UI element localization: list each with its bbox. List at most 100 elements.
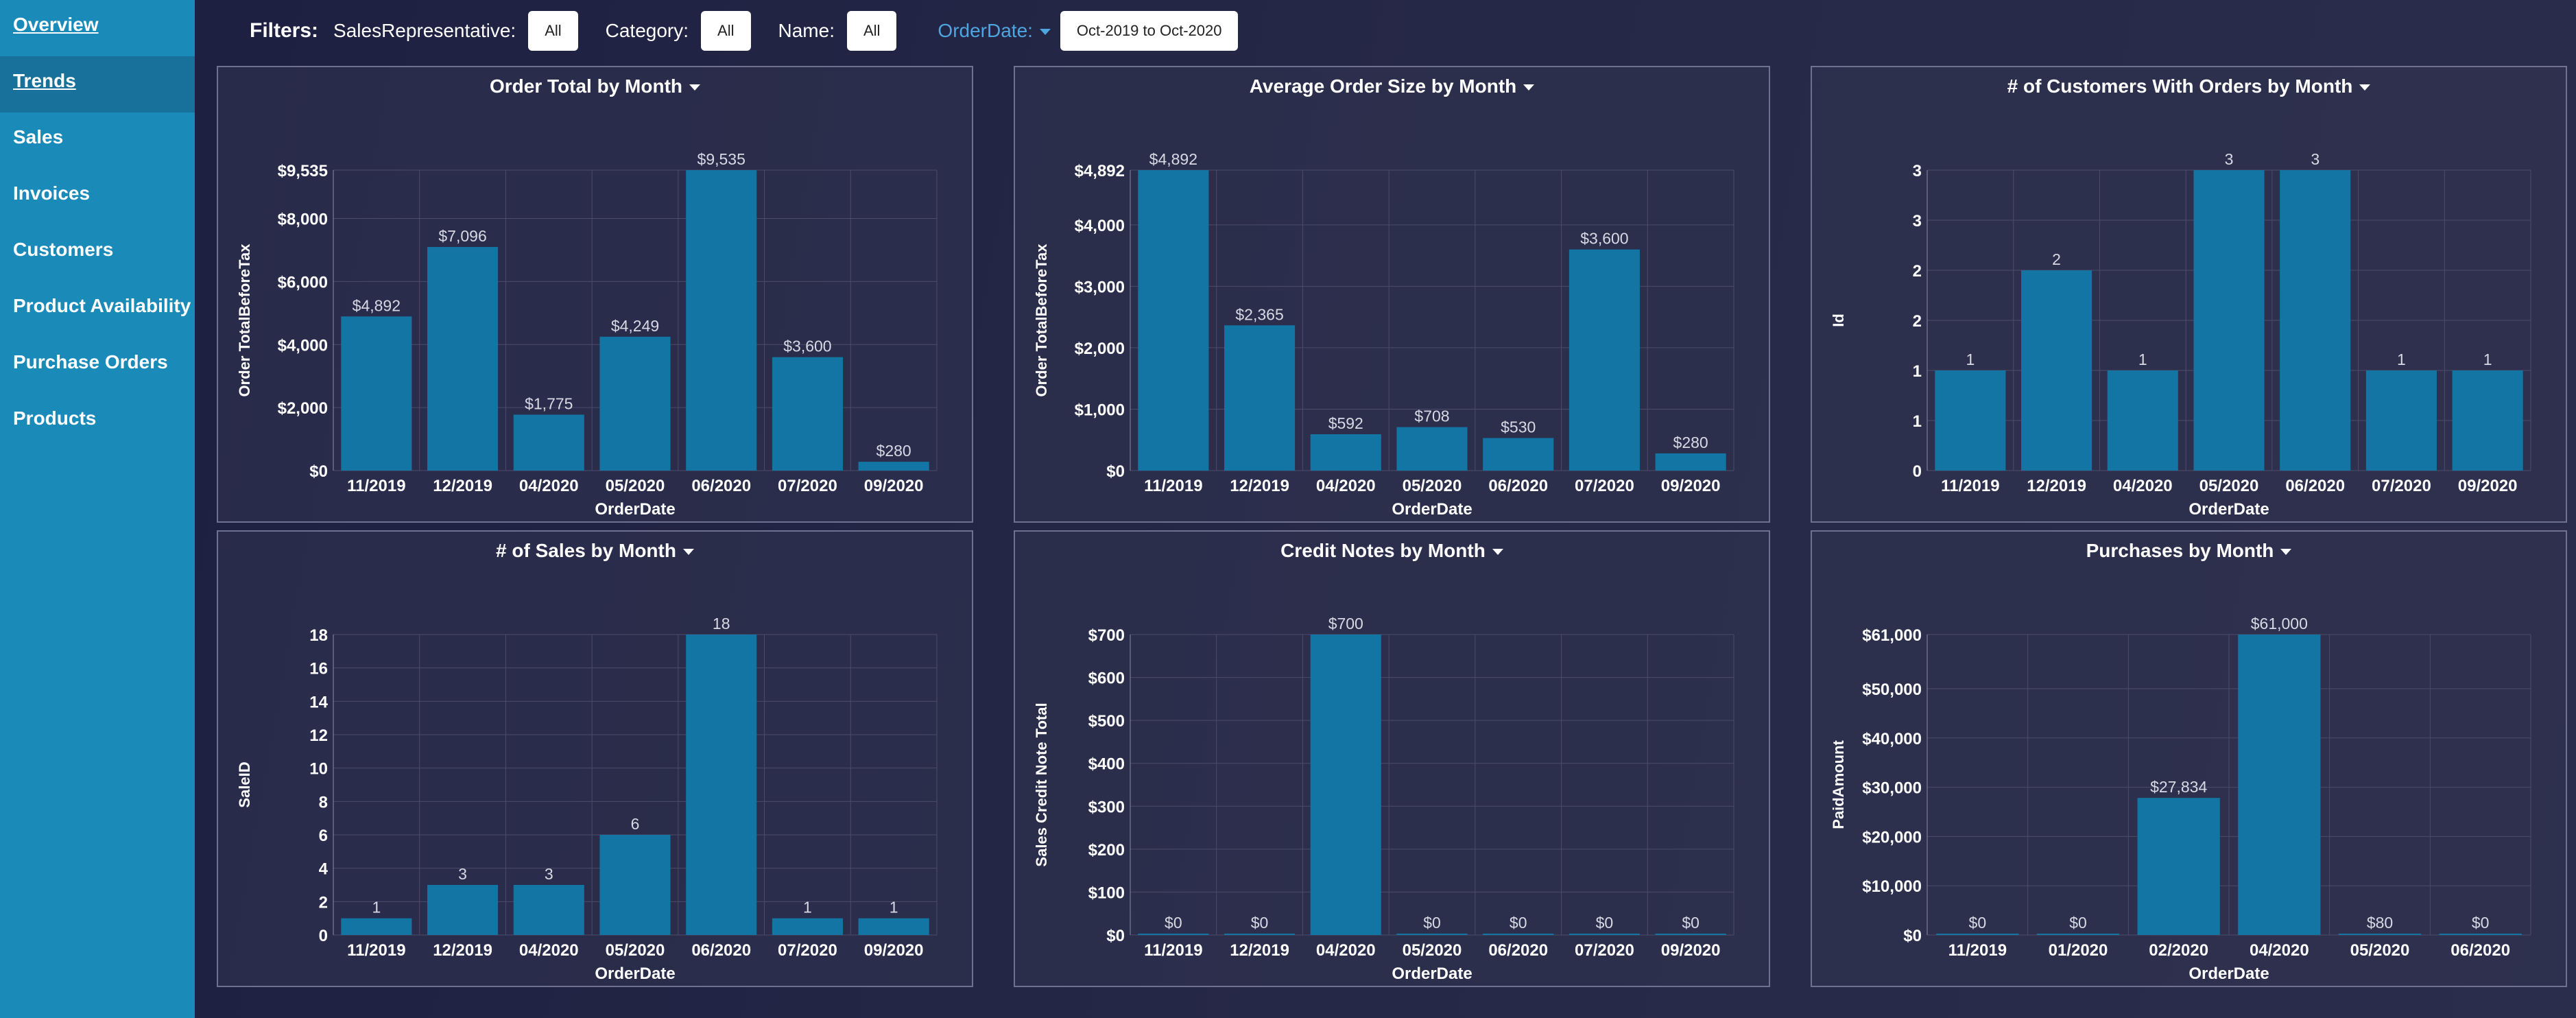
x-tick-label: 11/2019 [347,941,405,960]
y-tick-label: $10,000 [1862,877,1922,896]
name-filter-button[interactable]: All [846,11,897,51]
y-tick-label: 3 [1913,212,1922,230]
data-label: 1 [803,899,812,916]
x-axis-title: OrderDate [595,500,675,519]
x-tick-label: 04/2020 [519,941,579,960]
x-tick-label: 02/2020 [2149,941,2208,960]
bar [599,835,671,935]
data-label: 1 [2397,351,2406,368]
category-filter-button[interactable]: All [701,11,751,51]
x-tick-label: 06/2020 [691,477,751,495]
bar [1396,427,1468,471]
bar [427,247,499,471]
chart-title-dropdown[interactable]: # of Customers With Orders by Month [1812,75,2566,97]
data-label: $2,365 [1235,305,1283,323]
bar [686,635,757,935]
chart-svg: $0 $2,000 $4,000 $6,000 $8,000 $9,535 $4,892 11… [236,150,938,519]
y-tick-label: $700 [1088,626,1125,645]
name-label: Name: [778,20,835,41]
bar [772,918,843,935]
y-axis-title: Sales Credit Note Total [1033,702,1050,866]
sidebar-item-overview[interactable]: Overview [0,0,195,56]
y-tick-label: 18 [309,626,328,645]
bar [513,414,584,471]
chart-title-dropdown[interactable]: # of Sales by Month [218,540,972,562]
y-tick-label: 10 [309,760,328,779]
data-label: $700 [1328,615,1363,632]
bar [1569,249,1640,471]
data-label: $3,600 [1580,230,1628,248]
bar [2439,934,2522,935]
sidebar-item-label: Customers [13,239,114,260]
x-tick-label: 05/2020 [2199,477,2259,495]
data-label: $27,834 [2150,778,2207,796]
bar [2280,170,2351,471]
x-tick-label: 09/2020 [2458,477,2518,495]
data-label: $1,775 [525,394,573,412]
chart-title-dropdown[interactable]: Credit Notes by Month [1015,540,1769,562]
data-label: $280 [876,442,911,460]
x-tick-label: 11/2019 [1948,941,2007,960]
x-tick-label: 07/2020 [1575,477,1634,495]
data-label: $4,892 [1149,150,1197,168]
data-label: $0 [1165,914,1182,932]
filters-title: Filters: [250,19,319,42]
y-tick-label: $40,000 [1862,730,1922,748]
chart-title: # of Sales by Month [496,540,676,561]
orderdate-filter-toggle[interactable]: OrderDate: [938,20,1051,42]
x-tick-label: 12/2019 [2027,477,2086,495]
bar [1224,325,1296,471]
y-tick-label: $9,535 [278,162,328,180]
orderdate-label: OrderDate: [938,20,1033,41]
sidebar-item-purchase-orders[interactable]: Purchase Orders [0,338,195,394]
bar [1138,170,1209,471]
sidebar-item-products[interactable]: Products [0,394,195,450]
chart-title-dropdown[interactable]: Average Order Size by Month [1015,75,1769,97]
category-label: Category: [605,20,689,41]
data-label: $0 [1969,914,1987,932]
y-tick-label: $1,000 [1075,401,1125,419]
y-tick-label: $300 [1088,798,1125,816]
sidebar-item-invoices[interactable]: Invoices [0,169,195,225]
y-axis-title: Order TotalBeforeTax [236,244,253,397]
chart-title-dropdown[interactable]: Order Total by Month [218,75,972,97]
x-tick-label: 07/2020 [778,941,837,960]
chart-panel-credit-notes: $0 $100 $200 $300 $400 $500 $600 $700 $0 11/2019 $… [1014,530,1770,987]
chart-svg: $0 $1,000 $2,000 $3,000 $4,000 $4,892 $4,892 11… [1033,150,1734,519]
sidebar-nav: Overview Trends Sales Invoices Customers… [0,0,195,1018]
y-tick-label: $2,000 [278,399,328,418]
chart-panel-number-of-sales: 0 2 4 6 8 10 12 14 16 18 1 11/2019 3 12/2019 3 04/2020 6… [217,530,973,987]
bar [1396,934,1468,935]
sidebar-item-trends[interactable]: Trends [0,56,195,113]
sidebar-item-sales[interactable]: Sales [0,113,195,169]
data-label: $0 [1682,914,1700,932]
x-axis-title: OrderDate [1392,964,1472,983]
chevron-down-icon [1039,29,1051,36]
bar [341,316,412,471]
data-label: $708 [1414,407,1449,425]
y-axis-title: SaleID [236,761,253,807]
y-tick-label: $0 [309,462,328,481]
y-tick-label: 2 [1913,262,1922,281]
y-tick-label: $3,000 [1075,278,1125,296]
bar [2338,934,2422,935]
data-label: $530 [1501,418,1536,436]
bar [858,462,929,471]
x-axis-title: OrderDate [595,964,675,983]
x-tick-label: 12/2019 [433,477,492,495]
sidebar-item-product-availability[interactable]: Product Availability [0,281,195,338]
filter-bar: Filters: SalesRepresentative: All Catego… [250,10,1265,52]
orderdate-range-button[interactable]: Oct-2019 to Oct-2020 [1060,11,1239,51]
data-label: $7,096 [438,227,486,245]
y-tick-label: $600 [1088,670,1125,688]
x-tick-label: 11/2019 [347,477,405,495]
y-tick-label: $61,000 [1862,626,1922,645]
bar [1483,934,1554,935]
sales-rep-filter-button[interactable]: All [528,11,578,51]
chart-title: # of Customers With Orders by Month [2007,75,2353,97]
y-tick-label: $30,000 [1862,779,1922,798]
data-label: $3,600 [783,338,831,355]
chart-svg: 0 2 4 6 8 10 12 14 16 18 1 11/2019 3 12/2019 3 04/2020 6… [236,615,938,983]
chart-title-dropdown[interactable]: Purchases by Month [1812,540,2566,562]
sidebar-item-customers[interactable]: Customers [0,225,195,281]
